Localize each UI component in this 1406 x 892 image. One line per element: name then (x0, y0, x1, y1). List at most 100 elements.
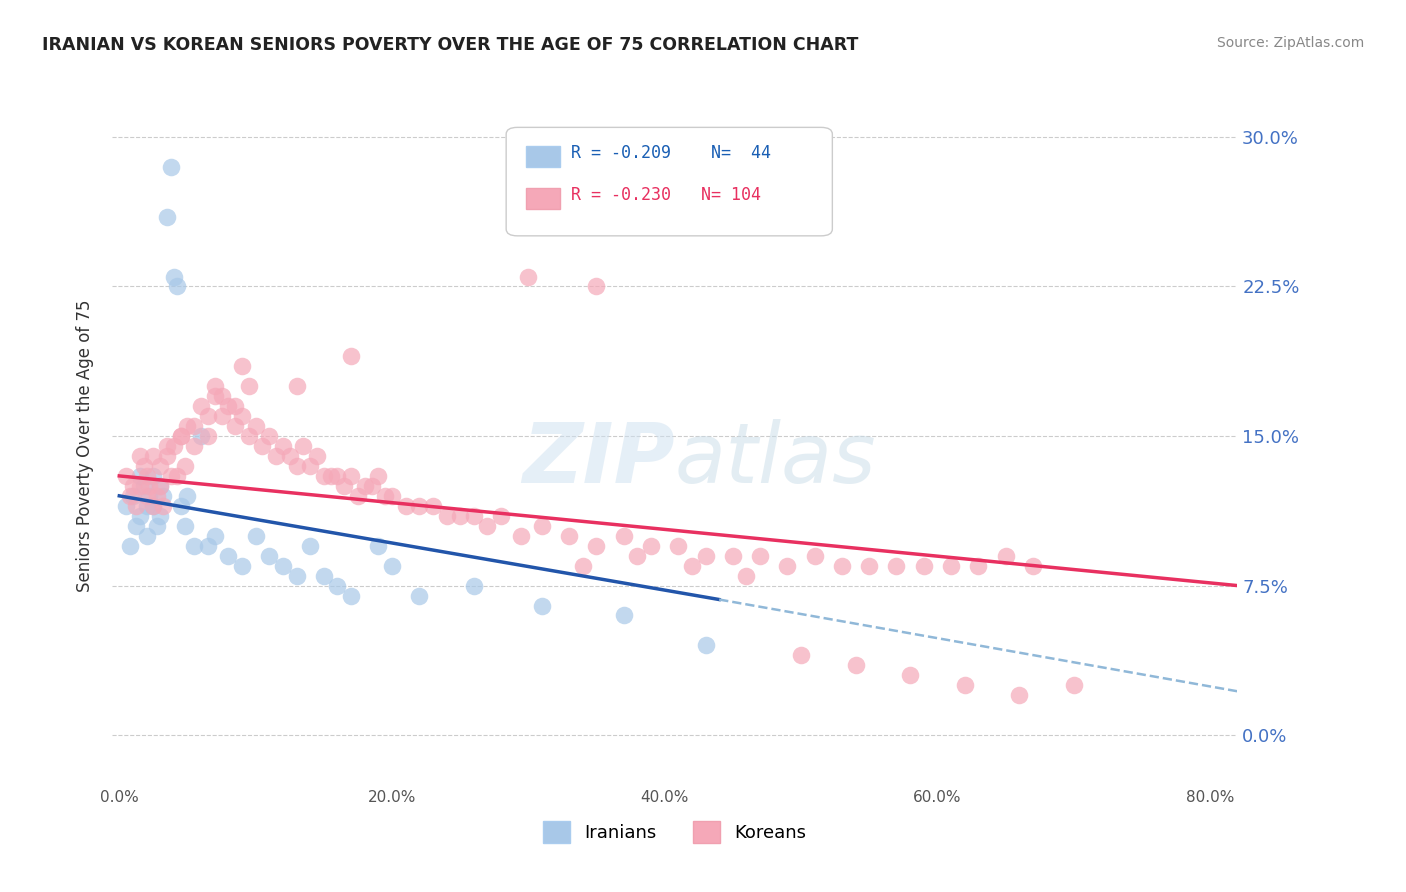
Point (197, 539, 219, 553)
Point (340, 469, 363, 483)
Point (163, 269, 186, 284)
Point (115, 469, 138, 483)
Point (166, 469, 188, 483)
Point (463, 508, 485, 523)
Point (156, 439, 179, 453)
Point (319, 469, 342, 483)
Point (626, 549, 648, 563)
Point (463, 578, 485, 592)
Point (152, 499, 174, 513)
Point (681, 558, 703, 573)
Point (340, 349, 363, 363)
Point (217, 549, 239, 563)
Point (436, 508, 458, 523)
Text: Source: ZipAtlas.com: Source: ZipAtlas.com (1216, 36, 1364, 50)
Point (197, 429, 219, 443)
Point (124, 518, 146, 533)
Point (640, 539, 662, 553)
Point (176, 489, 198, 503)
Point (224, 399, 246, 413)
Point (245, 529, 267, 543)
Point (585, 279, 607, 293)
Point (394, 499, 416, 513)
Text: ZIP: ZIP (522, 419, 675, 500)
Point (183, 439, 205, 453)
Point (115, 499, 138, 513)
Point (1008, 688, 1031, 702)
Point (128, 479, 150, 493)
Text: R = -0.209    N=  44: R = -0.209 N= 44 (571, 145, 772, 162)
Point (211, 409, 233, 423)
Point (183, 419, 205, 434)
Point (831, 558, 853, 573)
Point (128, 469, 150, 483)
Point (749, 549, 772, 563)
Point (898, 668, 921, 682)
Point (449, 508, 471, 523)
Point (408, 589, 430, 603)
Point (264, 449, 287, 463)
Point (312, 568, 335, 582)
Point (790, 648, 813, 663)
Point (124, 499, 146, 513)
Point (120, 539, 142, 553)
Point (374, 489, 396, 503)
Point (156, 449, 179, 463)
Point (149, 508, 172, 523)
Point (666, 539, 689, 553)
Point (285, 379, 308, 393)
Point (152, 489, 174, 503)
Point (128, 449, 150, 463)
Point (204, 379, 226, 393)
Point (340, 589, 363, 603)
Point (360, 479, 382, 493)
Point (530, 599, 553, 613)
Point (149, 479, 172, 493)
Point (695, 549, 717, 563)
Point (135, 499, 157, 513)
Point (128, 508, 150, 523)
Point (135, 489, 157, 503)
Point (517, 269, 540, 284)
Point (312, 469, 335, 483)
Point (169, 429, 191, 443)
Point (695, 639, 717, 653)
Point (149, 458, 172, 473)
Point (477, 518, 499, 533)
Point (173, 458, 195, 473)
Point (326, 578, 349, 592)
Point (204, 389, 226, 403)
Point (135, 469, 157, 483)
Point (613, 608, 636, 623)
Point (245, 419, 267, 434)
Point (585, 539, 607, 553)
Point (156, 210, 179, 224)
Point (299, 458, 322, 473)
FancyBboxPatch shape (506, 128, 832, 235)
Point (721, 549, 744, 563)
Point (231, 558, 253, 573)
Point (238, 379, 260, 393)
Point (572, 558, 595, 573)
Point (163, 439, 186, 453)
Point (803, 549, 825, 563)
Point (149, 479, 172, 493)
Point (138, 489, 160, 503)
Point (735, 568, 758, 582)
Point (953, 678, 976, 692)
Point (142, 449, 165, 463)
Point (422, 499, 444, 513)
Point (169, 499, 191, 513)
Point (939, 558, 962, 573)
Point (285, 458, 308, 473)
Bar (526, 188, 560, 209)
Point (510, 529, 533, 543)
Point (1022, 558, 1045, 573)
Point (994, 549, 1017, 563)
Point (231, 359, 253, 374)
Text: atlas: atlas (675, 419, 876, 500)
Point (190, 399, 212, 413)
Point (238, 429, 260, 443)
Point (146, 518, 169, 533)
Point (912, 558, 935, 573)
